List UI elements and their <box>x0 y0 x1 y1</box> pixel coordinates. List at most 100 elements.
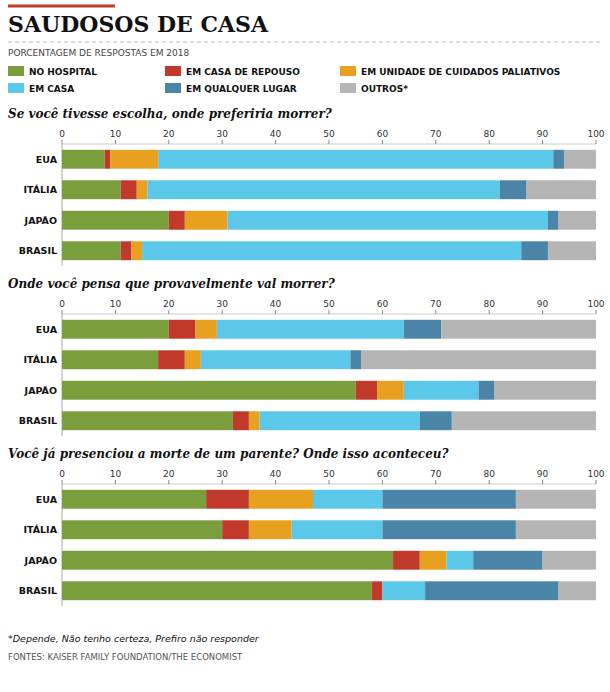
bar-segment: EM CASA <box>158 150 553 169</box>
x-tick-label: 40 <box>270 129 282 139</box>
y-tick-label: ITÁLIA <box>23 354 57 365</box>
bar-segment: EM CASA <box>313 490 382 509</box>
bar-segment: EM CASA <box>446 551 473 570</box>
bar-segment: EM QUALQUER LUGAR <box>479 381 495 400</box>
legend-item: EM CASA DE REPOUSO <box>165 66 300 77</box>
x-tick <box>62 310 63 314</box>
x-tick <box>62 140 63 144</box>
bar-segment: EM CASA DE REPOUSO <box>222 520 249 539</box>
x-tick <box>382 310 383 314</box>
x-tick <box>596 310 597 314</box>
subtitle: PORCENTAGEM DE RESPOSTAS EM 2018 <box>8 48 189 58</box>
x-tick-label: 30 <box>216 129 228 139</box>
x-tick-label: 70 <box>430 129 442 139</box>
legend-item: EM CASA <box>8 83 74 94</box>
x-tick <box>542 140 543 144</box>
bars: NO HOSPITALEM CASA DE REPOUSOEM UNIDADE … <box>62 150 596 260</box>
bar-segment: NO HOSPITAL <box>62 411 233 430</box>
bar-segment: EM CASA DE REPOUSO <box>169 320 196 339</box>
bar-segment: EM UNIDADE DE CUIDADOS PALIATIVOS <box>249 490 313 509</box>
x-tick <box>329 310 330 314</box>
bar-segment: EM UNIDADE DE CUIDADOS PALIATIVOS <box>249 411 260 430</box>
bar-segment: EM QUALQUER LUGAR <box>500 180 527 199</box>
bar-segment: EM QUALQUER LUGAR <box>382 490 516 509</box>
y-axis: EUAITÁLIAJAPÃOBRASIL <box>19 484 62 606</box>
bar-segment: EM CASA <box>382 581 425 600</box>
legend-swatch <box>165 83 181 93</box>
legend-label: OUTROS* <box>361 84 408 94</box>
x-tick <box>115 480 116 484</box>
bar-segment: OUTROS* <box>559 581 596 600</box>
bar-segment: NO HOSPITAL <box>62 520 222 539</box>
bar-segment: EM UNIDADE DE CUIDADOS PALIATIVOS <box>110 150 158 169</box>
x-tick-label: 60 <box>377 299 389 309</box>
x-tick <box>275 310 276 314</box>
bar-segment: EM QUALQUER LUGAR <box>473 551 542 570</box>
chart-title: Você já presenciou a morte de um parente… <box>8 447 450 461</box>
bar-segment: NO HOSPITAL <box>62 211 169 230</box>
legend-item: EM UNIDADE DE CUIDADOS PALIATIVOS <box>340 66 560 77</box>
bar-segment: NO HOSPITAL <box>62 350 158 369</box>
x-tick <box>275 480 276 484</box>
x-tick-label: 100 <box>587 129 604 139</box>
x-tick-label: 50 <box>323 469 335 479</box>
bar-segment: OUTROS* <box>527 180 596 199</box>
bar-segment: OUTROS* <box>516 490 596 509</box>
bar-segment: EM CASA DE REPOUSO <box>206 490 249 509</box>
bar-segment: NO HOSPITAL <box>62 551 393 570</box>
x-tick <box>168 480 169 484</box>
bar-segment: EM QUALQUER LUGAR <box>382 520 516 539</box>
legend-label: EM QUALQUER LUGAR <box>186 84 297 94</box>
y-axis: EUAITÁLIAJAPÃOBRASIL <box>19 144 62 266</box>
legend-swatch <box>165 66 181 76</box>
section-chart: Você já presenciou a morte de um parente… <box>8 447 605 606</box>
bar-segment: EM UNIDADE DE CUIDADOS PALIATIVOS <box>185 211 228 230</box>
bar-segment: EM CASA DE REPOUSO <box>121 241 132 260</box>
bar-segment: NO HOSPITAL <box>62 490 206 509</box>
y-tick-label: BRASIL <box>19 245 57 256</box>
y-tick-label: BRASIL <box>19 585 57 596</box>
y-tick-label: EUA <box>36 494 58 505</box>
x-tick <box>435 140 436 144</box>
bar-segment: EM CASA <box>260 411 420 430</box>
bar-segment: EM CASA DE REPOUSO <box>169 211 185 230</box>
bar-segment: OUTROS* <box>361 350 596 369</box>
x-tick-label: 20 <box>163 299 175 309</box>
chart-title: Onde você pensa que provavelmente val mo… <box>8 277 336 291</box>
x-tick-label: 0 <box>59 129 65 139</box>
x-tick-label: 0 <box>59 469 65 479</box>
y-tick-label: EUA <box>36 154 58 165</box>
section-chart: Se você tivesse escolha, onde preferiria… <box>8 107 605 266</box>
x-tick-label: 40 <box>270 299 282 309</box>
bar-segment: EM UNIDADE DE CUIDADOS PALIATIVOS <box>377 381 404 400</box>
bar-segment: NO HOSPITAL <box>62 241 121 260</box>
header: SAUDOSOS DE CASAPORCENTAGEM DE RESPOSTAS… <box>8 6 600 58</box>
y-axis: EUAITÁLIAJAPÃOBRASIL <box>19 314 62 436</box>
legend-label: EM UNIDADE DE CUIDADOS PALIATIVOS <box>361 67 560 77</box>
legend: NO HOSPITAL EM CASA DE REPOUSO EM UNIDADE … <box>8 66 560 94</box>
legend-label: NO HOSPITAL <box>29 67 97 77</box>
legend-swatch <box>8 66 24 76</box>
x-tick <box>596 480 597 484</box>
bar-segment: EM UNIDADE DE CUIDADOS PALIATIVOS <box>137 180 148 199</box>
legend-swatch <box>340 83 356 93</box>
x-tick <box>222 480 223 484</box>
page: {"title": "SAUDOSOS DE CASA", "subtitle"… <box>0 0 610 692</box>
bar-segment: EM CASA <box>147 180 499 199</box>
x-tick <box>222 310 223 314</box>
x-axis: 0102030405060708090100 <box>59 129 605 144</box>
accent-rule <box>8 5 115 8</box>
x-tick-label: 60 <box>377 129 389 139</box>
bar-segment: OUTROS* <box>441 320 596 339</box>
legend-swatch <box>340 66 356 76</box>
x-tick-label: 90 <box>537 129 549 139</box>
x-tick <box>222 140 223 144</box>
source: FONTES: KAISER FAMILY FOUNDATION/THE ECO… <box>8 652 243 662</box>
bar-segment: EM UNIDADE DE CUIDADOS PALIATIVOS <box>185 350 201 369</box>
x-tick-label: 70 <box>430 299 442 309</box>
bar-segment: EM QUALQUER LUGAR <box>425 581 559 600</box>
legend-label: EM CASA <box>29 84 74 94</box>
x-tick <box>329 480 330 484</box>
x-tick-label: 0 <box>59 299 65 309</box>
y-tick-label: JAPÃO <box>24 555 57 566</box>
